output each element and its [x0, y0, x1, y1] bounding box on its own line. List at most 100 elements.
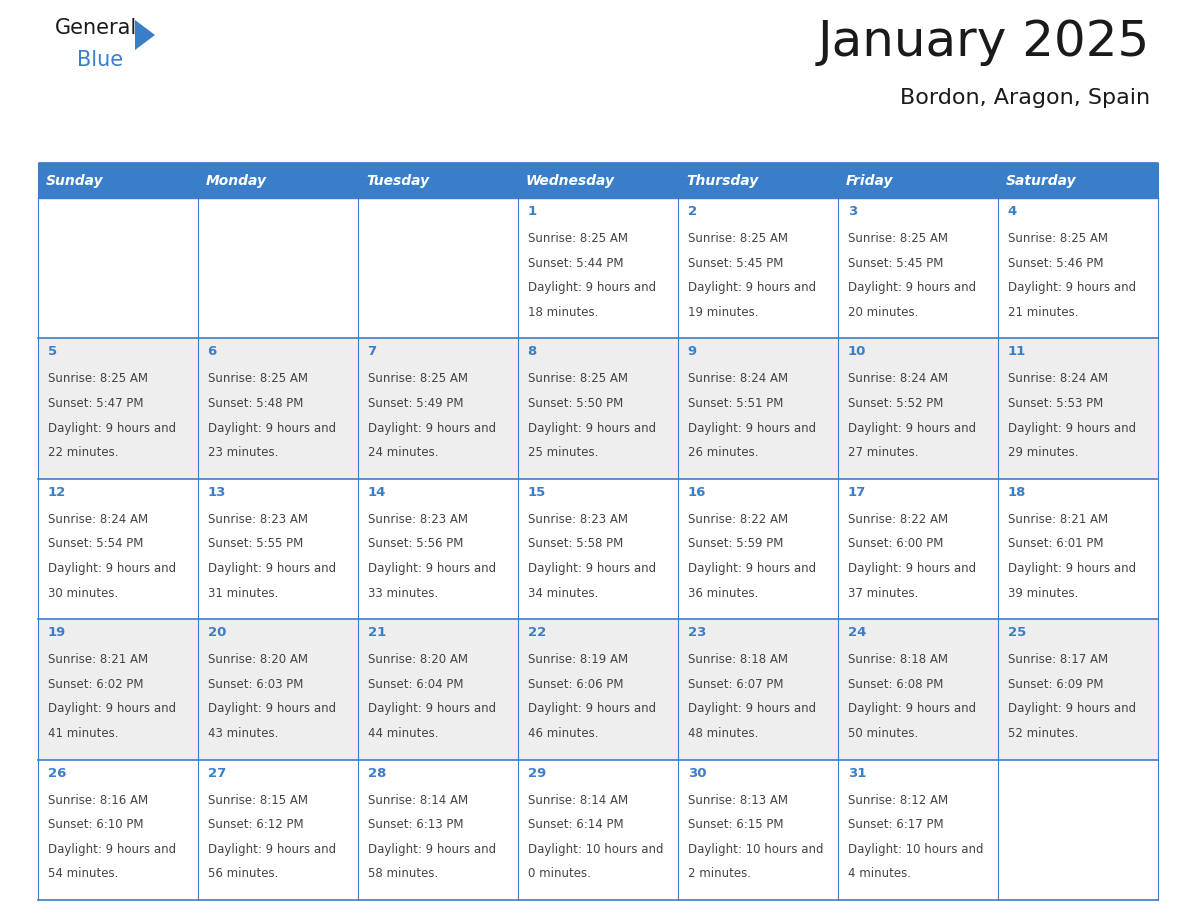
Bar	[838, 163, 998, 198]
Text: Sunset: 6:01 PM: Sunset: 6:01 PM	[1007, 537, 1104, 551]
Text: Sunset: 5:45 PM: Sunset: 5:45 PM	[847, 257, 943, 270]
Text: 7: 7	[367, 345, 377, 358]
Bar	[838, 339, 998, 479]
Text: 25: 25	[1007, 626, 1026, 639]
Text: Sunset: 5:47 PM: Sunset: 5:47 PM	[48, 397, 143, 410]
Text: Sunrise: 8:19 AM: Sunrise: 8:19 AM	[527, 654, 627, 666]
Text: 8: 8	[527, 345, 537, 358]
Text: Daylight: 10 hours and: Daylight: 10 hours and	[527, 843, 666, 856]
Text: Sunrise: 8:16 AM: Sunrise: 8:16 AM	[48, 794, 147, 807]
Text: Sunset: 6:08 PM: Sunset: 6:08 PM	[847, 677, 943, 691]
Text: Daylight: 9 hours and: Daylight: 9 hours and	[367, 562, 499, 575]
Bar	[198, 198, 358, 339]
Text: Sunrise: 8:25 AM: Sunrise: 8:25 AM	[688, 232, 788, 245]
Text: Daylight: 9 hours and: Daylight: 9 hours and	[1007, 562, 1139, 575]
Text: 27: 27	[208, 767, 226, 779]
Text: Sunrise: 8:25 AM: Sunrise: 8:25 AM	[367, 373, 468, 386]
Text: Sunrise: 8:20 AM: Sunrise: 8:20 AM	[208, 654, 308, 666]
Text: Sunrise: 8:23 AM: Sunrise: 8:23 AM	[367, 513, 468, 526]
Text: Friday: Friday	[846, 174, 893, 187]
Text: Sunset: 5:52 PM: Sunset: 5:52 PM	[847, 397, 943, 410]
Text: Sunrise: 8:13 AM: Sunrise: 8:13 AM	[688, 794, 788, 807]
Text: 58 minutes.: 58 minutes.	[367, 868, 438, 880]
Text: Daylight: 9 hours and: Daylight: 9 hours and	[527, 281, 659, 294]
Text: Sunset: 5:55 PM: Sunset: 5:55 PM	[208, 537, 303, 551]
Text: 21: 21	[367, 626, 386, 639]
Text: 27 minutes.: 27 minutes.	[847, 446, 918, 459]
Bar	[198, 759, 358, 900]
Text: 23: 23	[688, 626, 706, 639]
Text: Sunset: 5:54 PM: Sunset: 5:54 PM	[48, 537, 143, 551]
Text: Sunrise: 8:14 AM: Sunrise: 8:14 AM	[367, 794, 468, 807]
Text: 26 minutes.: 26 minutes.	[688, 446, 758, 459]
Text: Sunset: 6:09 PM: Sunset: 6:09 PM	[1007, 677, 1104, 691]
Bar	[518, 479, 678, 620]
Text: 30 minutes.: 30 minutes.	[48, 587, 118, 599]
Text: Sunrise: 8:18 AM: Sunrise: 8:18 AM	[847, 654, 948, 666]
Bar	[358, 198, 518, 339]
Text: Daylight: 9 hours and: Daylight: 9 hours and	[1007, 702, 1139, 715]
Bar	[678, 759, 838, 900]
Text: 26: 26	[48, 767, 67, 779]
Text: Daylight: 9 hours and: Daylight: 9 hours and	[847, 281, 979, 294]
Text: 14: 14	[367, 486, 386, 498]
Text: Daylight: 9 hours and: Daylight: 9 hours and	[1007, 281, 1139, 294]
Text: Sunrise: 8:18 AM: Sunrise: 8:18 AM	[688, 654, 788, 666]
Text: Daylight: 9 hours and: Daylight: 9 hours and	[367, 843, 499, 856]
Bar	[358, 479, 518, 620]
Text: Sunrise: 8:20 AM: Sunrise: 8:20 AM	[367, 654, 468, 666]
Bar	[358, 339, 518, 479]
Polygon shape	[135, 20, 154, 50]
Text: 52 minutes.: 52 minutes.	[1007, 727, 1078, 740]
Text: Sunset: 5:44 PM: Sunset: 5:44 PM	[527, 257, 623, 270]
Text: Sunset: 5:59 PM: Sunset: 5:59 PM	[688, 537, 783, 551]
Bar	[678, 198, 838, 339]
Text: Sunrise: 8:17 AM: Sunrise: 8:17 AM	[1007, 654, 1107, 666]
Text: Sunset: 6:00 PM: Sunset: 6:00 PM	[847, 537, 943, 551]
Text: Sunset: 5:53 PM: Sunset: 5:53 PM	[1007, 397, 1102, 410]
Text: 50 minutes.: 50 minutes.	[847, 727, 918, 740]
Text: Daylight: 9 hours and: Daylight: 9 hours and	[367, 421, 499, 434]
Text: Sunset: 5:45 PM: Sunset: 5:45 PM	[688, 257, 783, 270]
Text: Daylight: 9 hours and: Daylight: 9 hours and	[847, 702, 979, 715]
Text: Sunset: 6:14 PM: Sunset: 6:14 PM	[527, 818, 624, 831]
Text: 54 minutes.: 54 minutes.	[48, 868, 118, 880]
Text: Sunset: 6:06 PM: Sunset: 6:06 PM	[527, 677, 623, 691]
Text: 1: 1	[527, 205, 537, 218]
Text: 4 minutes.: 4 minutes.	[847, 868, 910, 880]
Text: Daylight: 10 hours and: Daylight: 10 hours and	[688, 843, 827, 856]
Bar	[838, 620, 998, 759]
Text: Sunrise: 8:22 AM: Sunrise: 8:22 AM	[688, 513, 788, 526]
Bar	[358, 620, 518, 759]
Text: 18: 18	[1007, 486, 1026, 498]
Bar	[198, 339, 358, 479]
Text: 19: 19	[48, 626, 65, 639]
Bar	[38, 479, 198, 620]
Text: Daylight: 9 hours and: Daylight: 9 hours and	[688, 421, 820, 434]
Text: 30: 30	[688, 767, 706, 779]
Text: 46 minutes.: 46 minutes.	[527, 727, 598, 740]
Text: Daylight: 9 hours and: Daylight: 9 hours and	[367, 702, 499, 715]
Text: Blue: Blue	[77, 50, 124, 70]
Text: Sunset: 6:10 PM: Sunset: 6:10 PM	[48, 818, 143, 831]
Text: 48 minutes.: 48 minutes.	[688, 727, 758, 740]
Text: Sunset: 5:50 PM: Sunset: 5:50 PM	[527, 397, 623, 410]
Text: Sunset: 5:46 PM: Sunset: 5:46 PM	[1007, 257, 1104, 270]
Text: Sunrise: 8:25 AM: Sunrise: 8:25 AM	[48, 373, 147, 386]
Text: Sunrise: 8:24 AM: Sunrise: 8:24 AM	[847, 373, 948, 386]
Text: 9: 9	[688, 345, 696, 358]
Text: 17: 17	[847, 486, 866, 498]
Text: 21 minutes.: 21 minutes.	[1007, 306, 1078, 319]
Bar	[198, 479, 358, 620]
Text: 11: 11	[1007, 345, 1026, 358]
Text: 15: 15	[527, 486, 545, 498]
Text: Sunrise: 8:24 AM: Sunrise: 8:24 AM	[48, 513, 147, 526]
Text: Sunset: 5:49 PM: Sunset: 5:49 PM	[367, 397, 463, 410]
Text: Daylight: 9 hours and: Daylight: 9 hours and	[527, 421, 659, 434]
Text: 4: 4	[1007, 205, 1017, 218]
Text: 31 minutes.: 31 minutes.	[208, 587, 278, 599]
Bar	[198, 163, 358, 198]
Text: 33 minutes.: 33 minutes.	[367, 587, 438, 599]
Text: Sunrise: 8:15 AM: Sunrise: 8:15 AM	[208, 794, 308, 807]
Text: Daylight: 9 hours and: Daylight: 9 hours and	[847, 421, 979, 434]
